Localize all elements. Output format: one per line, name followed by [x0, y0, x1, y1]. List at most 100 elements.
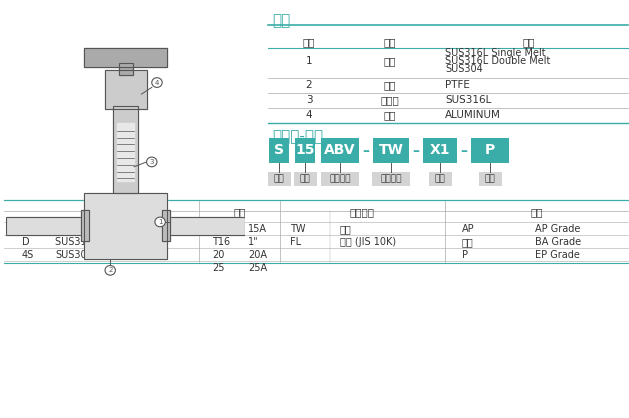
Bar: [118, 123, 134, 181]
FancyBboxPatch shape: [423, 138, 457, 163]
Bar: [162, 210, 170, 241]
Text: 材质: 材质: [523, 37, 535, 47]
Bar: [81, 210, 89, 241]
FancyBboxPatch shape: [321, 172, 359, 186]
Bar: [84, 48, 167, 67]
Bar: [113, 106, 138, 193]
Text: 1": 1": [248, 237, 259, 247]
Text: SUS304: SUS304: [445, 64, 482, 74]
Text: 焊接: 焊接: [340, 224, 352, 234]
Text: EP Grade: EP Grade: [535, 250, 580, 260]
FancyBboxPatch shape: [269, 138, 289, 163]
FancyBboxPatch shape: [479, 172, 501, 186]
Text: 定制: 定制: [435, 174, 445, 184]
Text: BA Grade: BA Grade: [535, 237, 581, 247]
Bar: [157, 217, 245, 234]
Text: FL: FL: [290, 237, 301, 247]
Text: AP Grade: AP Grade: [535, 224, 581, 234]
Bar: [118, 63, 133, 75]
Text: 3: 3: [306, 95, 313, 105]
FancyBboxPatch shape: [471, 138, 509, 163]
Text: SUS316L Double Melt: SUS316L Double Melt: [445, 56, 550, 66]
FancyBboxPatch shape: [295, 138, 315, 163]
Text: 名称: 名称: [384, 37, 396, 47]
Text: ABV: ABV: [324, 143, 356, 158]
Text: 4: 4: [155, 79, 159, 86]
Text: PTFE: PTFE: [445, 80, 470, 90]
Text: 3: 3: [150, 159, 154, 165]
Text: 25A: 25A: [248, 263, 267, 273]
Text: SUS316L: SUS316L: [445, 95, 491, 105]
Text: 材质: 材质: [93, 207, 106, 217]
Text: –: –: [413, 143, 420, 158]
Bar: [157, 217, 245, 234]
Text: P: P: [462, 250, 468, 260]
Text: 垫片: 垫片: [384, 80, 396, 90]
Text: 15: 15: [295, 143, 314, 158]
Text: 尺寸: 尺寸: [233, 207, 246, 217]
Text: 2: 2: [108, 268, 113, 273]
FancyBboxPatch shape: [321, 138, 359, 163]
Text: 空白: 空白: [462, 237, 474, 247]
Circle shape: [152, 78, 162, 87]
Text: –: –: [362, 143, 369, 158]
FancyBboxPatch shape: [294, 172, 316, 186]
Text: ALUMINUM: ALUMINUM: [445, 110, 501, 120]
FancyBboxPatch shape: [372, 172, 410, 186]
Text: 材质: 材质: [272, 13, 290, 28]
Text: –: –: [460, 143, 467, 158]
Text: 15A: 15A: [248, 224, 267, 234]
Text: 等级: 等级: [530, 207, 543, 217]
Text: S: S: [22, 224, 28, 234]
Bar: [84, 193, 167, 259]
Bar: [105, 70, 147, 109]
Bar: [84, 48, 167, 67]
Text: 手柄: 手柄: [384, 110, 396, 120]
Circle shape: [147, 157, 157, 167]
Text: T16: T16: [212, 237, 230, 247]
FancyBboxPatch shape: [373, 138, 409, 163]
Text: X1: X1: [430, 143, 450, 158]
Text: SUS316L Single Melt: SUS316L Single Melt: [55, 224, 155, 234]
Circle shape: [105, 265, 115, 275]
Text: 15: 15: [212, 224, 225, 234]
Text: SUS316L Double Melt: SUS316L Double Melt: [55, 237, 160, 247]
Text: 序号: 序号: [303, 37, 315, 47]
Text: 20: 20: [212, 250, 225, 260]
Text: 接口方式: 接口方式: [381, 174, 402, 184]
Bar: [6, 217, 94, 234]
Text: 1: 1: [158, 219, 162, 225]
Text: D: D: [22, 237, 30, 247]
Text: 4S: 4S: [22, 250, 34, 260]
Bar: [6, 217, 94, 234]
Bar: [81, 210, 89, 241]
Text: TW: TW: [379, 143, 403, 158]
Text: 材质: 材质: [274, 174, 284, 184]
Text: 20A: 20A: [248, 250, 267, 260]
Bar: [113, 106, 138, 193]
Text: SUS304: SUS304: [55, 250, 92, 260]
Text: 法兰 (JIS 10K): 法兰 (JIS 10K): [340, 237, 396, 247]
Bar: [118, 63, 133, 75]
Text: 订单号-型号: 订单号-型号: [272, 129, 323, 144]
Text: 尺寸: 尺寸: [299, 174, 310, 184]
Bar: [84, 193, 167, 259]
Text: 2: 2: [306, 80, 313, 90]
FancyBboxPatch shape: [267, 172, 291, 186]
Text: 阀体: 阀体: [384, 56, 396, 66]
Text: 25: 25: [212, 263, 225, 273]
Text: 等级: 等级: [484, 174, 496, 184]
Text: TW: TW: [290, 224, 306, 234]
Text: 4: 4: [306, 110, 313, 120]
Circle shape: [155, 217, 165, 227]
Bar: [162, 210, 170, 241]
Bar: [105, 70, 147, 109]
Text: 1: 1: [306, 56, 313, 66]
Text: P: P: [485, 143, 495, 158]
Text: AP: AP: [462, 224, 475, 234]
Text: 接口方式: 接口方式: [350, 207, 375, 217]
Text: 产品类型: 产品类型: [329, 174, 351, 184]
FancyBboxPatch shape: [428, 172, 452, 186]
Text: S: S: [274, 143, 284, 158]
Text: SUS316L Single Melt: SUS316L Single Melt: [445, 48, 545, 58]
